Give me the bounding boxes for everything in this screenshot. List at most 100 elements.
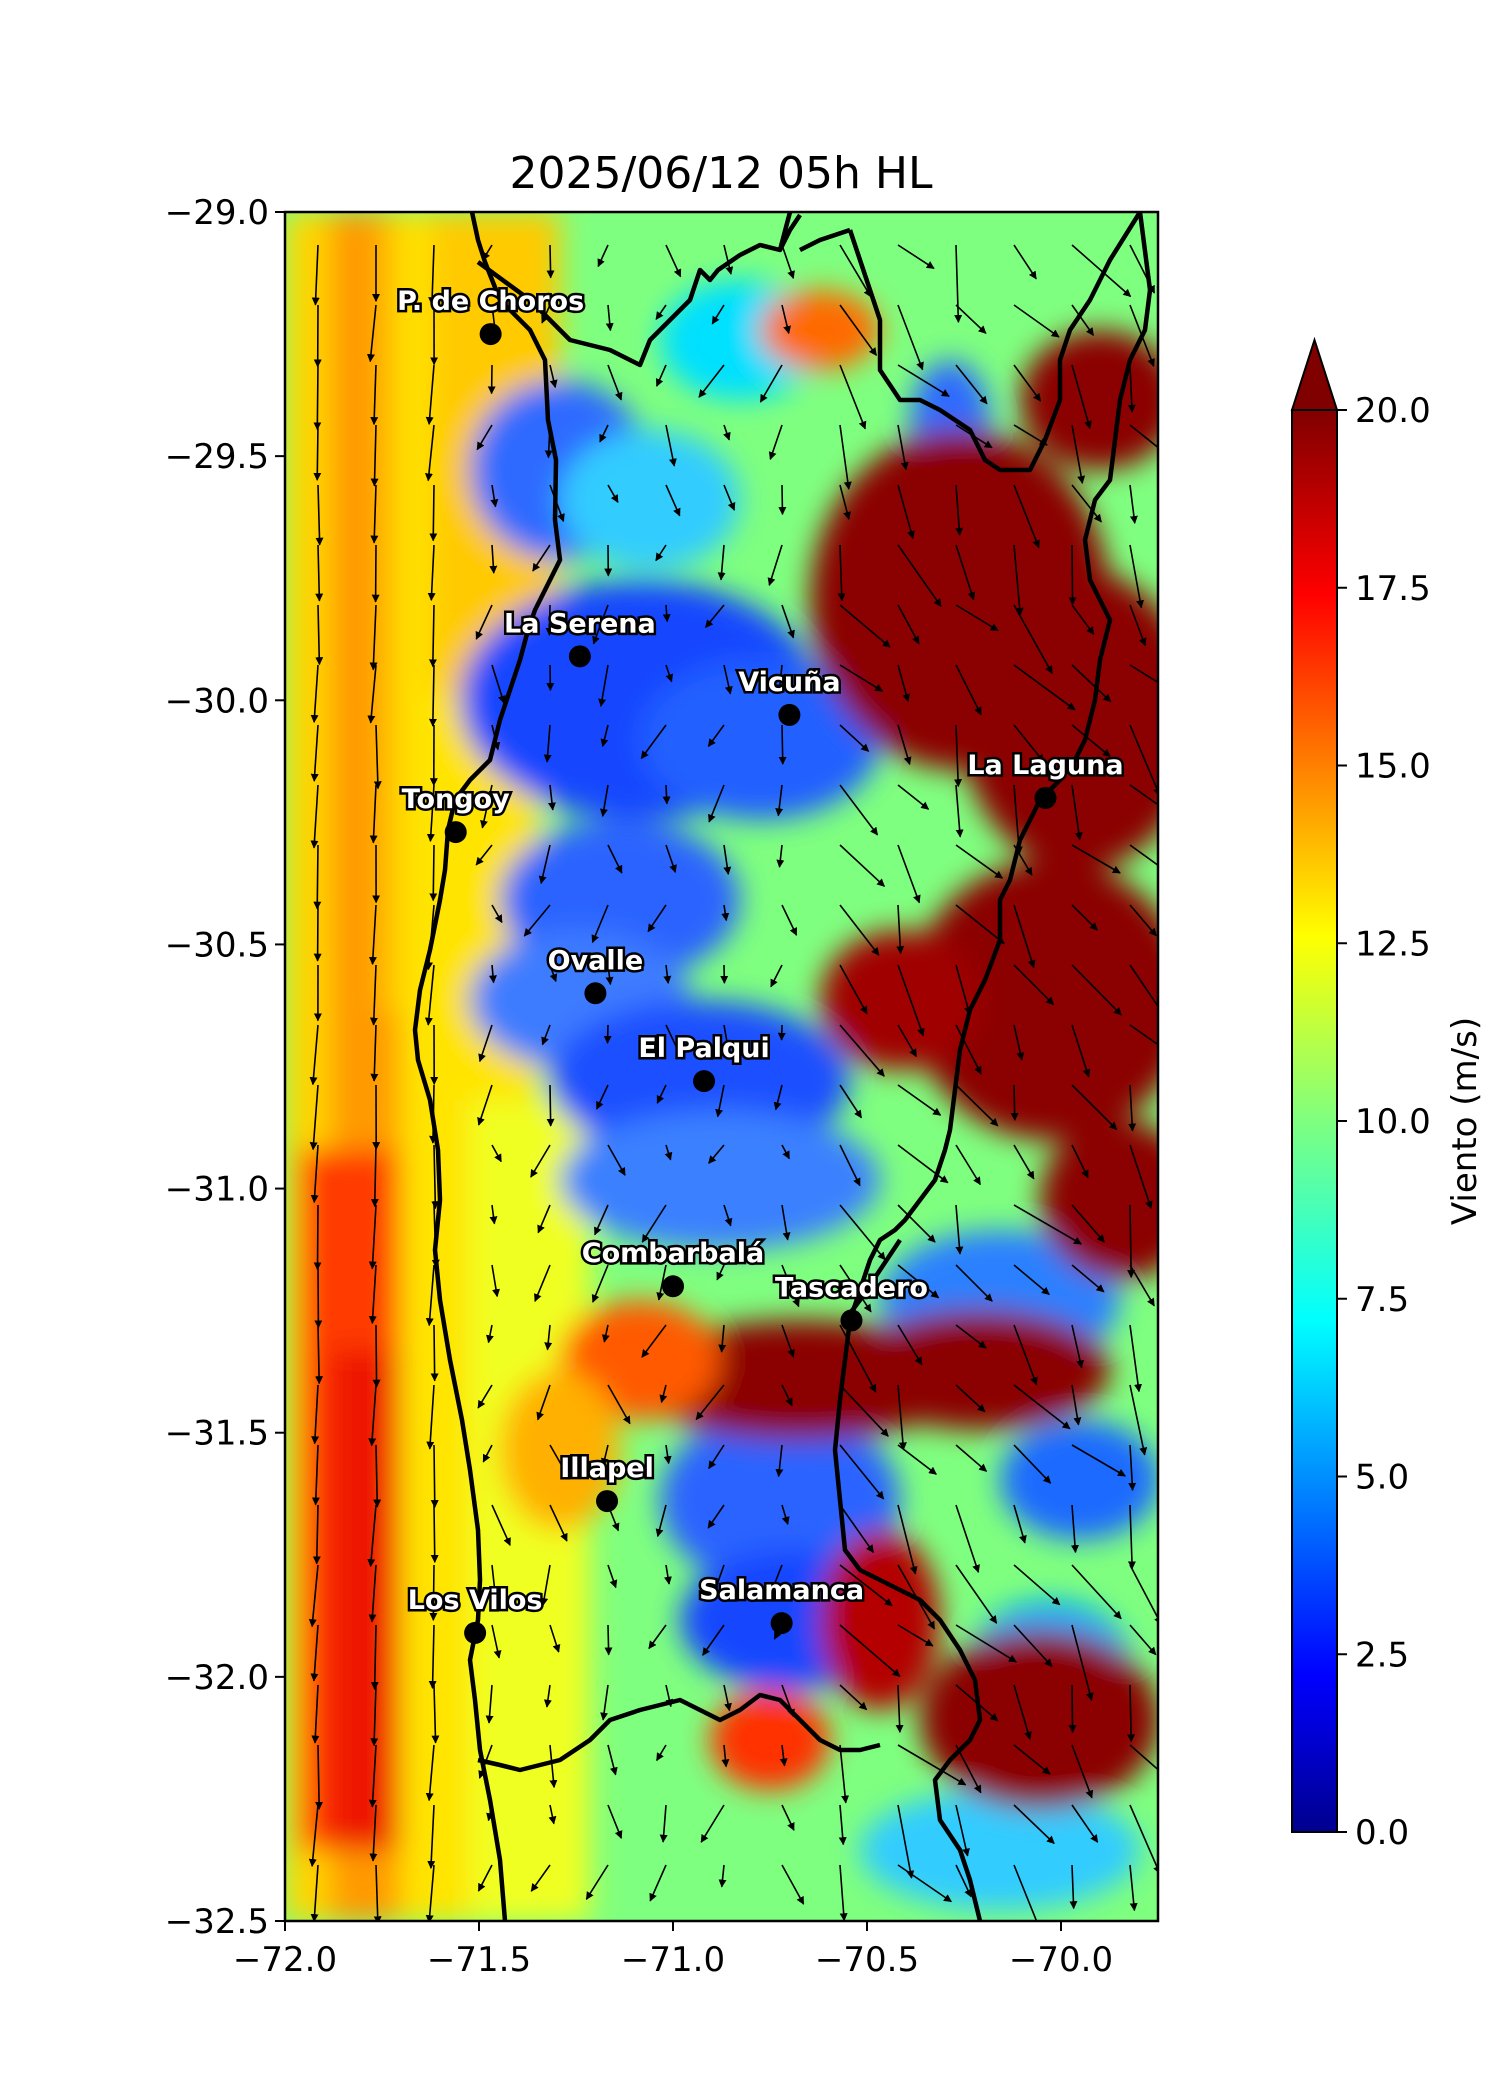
city-label: Tascadero <box>775 1272 928 1303</box>
wind-arrow <box>839 604 891 648</box>
wind-arrow <box>708 784 725 823</box>
wind-arrow <box>373 1864 382 1921</box>
wind-arrow <box>591 904 609 944</box>
wind-arrow <box>716 1264 725 1281</box>
wind-arrow <box>548 1804 557 1825</box>
wind-arrow <box>781 1264 800 1308</box>
wind-arrow <box>490 484 499 508</box>
city-marker <box>693 1070 716 1093</box>
wind-arrow <box>897 1744 967 1786</box>
wind-arrow <box>425 364 435 425</box>
wind-arrow <box>648 1624 667 1650</box>
wind-arrow <box>424 964 435 1026</box>
wind-arrow <box>1127 364 1136 413</box>
wind-arrow <box>665 1684 674 1708</box>
wind-arrow <box>711 1564 725 1599</box>
wind-arrow <box>1010 1084 1019 1121</box>
wind-arrow <box>897 1444 937 1475</box>
y-tick-label: −32.5 <box>165 1902 269 1942</box>
colorbar-extend-arrow <box>1290 336 1339 411</box>
colorbar-label: Viento (m/s) <box>1445 1017 1485 1225</box>
wind-arrow <box>607 1564 618 1589</box>
wind-arrow <box>781 1504 790 1525</box>
wind-arrow <box>425 1744 435 1802</box>
wind-arrow <box>1013 664 1076 711</box>
wind-arrow <box>1071 1564 1122 1620</box>
wind-arrow <box>541 304 551 324</box>
wind-arrow <box>766 1564 783 1602</box>
wind-arrow <box>723 844 732 875</box>
city-label: Tongoy <box>402 784 510 815</box>
wind-arrow <box>656 1084 667 1104</box>
wind-arrow <box>839 1264 872 1313</box>
city-label: La Serena <box>504 608 656 639</box>
wind-arrow <box>781 1324 795 1358</box>
city-marker <box>1034 786 1057 809</box>
x-tick-label: −72.0 <box>233 1940 337 1980</box>
wind-arrow <box>775 1444 784 1478</box>
wind-arrow <box>955 484 964 536</box>
wind-arrow <box>367 664 377 724</box>
wind-arrow <box>373 1444 382 1508</box>
wind-arrow <box>839 904 880 956</box>
wind-arrow <box>721 904 730 922</box>
wind-arrow <box>723 1684 732 1712</box>
wind-arrow <box>954 244 963 323</box>
wind-arrow <box>491 1504 511 1547</box>
wind-arrow <box>897 1804 915 1879</box>
wind-arrow <box>1071 1144 1089 1179</box>
wind-arrow <box>702 1624 725 1656</box>
wind-arrow <box>897 664 911 703</box>
wind-arrow <box>427 544 436 601</box>
wind-arrow <box>491 724 501 751</box>
colorbar-tick-label: 20.0 <box>1355 391 1431 431</box>
wind-arrow <box>1129 484 1138 524</box>
wind-arrow <box>1070 1504 1079 1554</box>
wind-arrow <box>309 1024 319 1086</box>
wind-arrow <box>310 1864 319 1921</box>
wind-arrow <box>477 1384 493 1409</box>
wind-arrow <box>489 544 498 574</box>
wind-arrow <box>486 1804 494 1822</box>
wind-arrow <box>1129 1384 1148 1456</box>
wind-arrow <box>665 424 677 467</box>
wind-arrow <box>1071 1204 1106 1243</box>
wind-arrow <box>1129 1564 1158 1625</box>
wind-arrow <box>897 424 909 471</box>
wind-arrow <box>489 1204 498 1225</box>
wind-arrow <box>1071 604 1095 635</box>
wind-arrow <box>839 1024 885 1077</box>
wind-arrow <box>723 484 736 511</box>
wind-arrow <box>665 244 682 278</box>
wind-arrow <box>659 1804 668 1843</box>
wind-arrow <box>897 364 950 397</box>
wind-arrow <box>723 664 733 695</box>
colorbar-gradient <box>1291 409 1338 1833</box>
wind-arrow <box>839 1504 875 1554</box>
wind-arrow <box>955 544 976 601</box>
wind-arrow <box>369 784 378 844</box>
wind-arrow <box>955 304 987 334</box>
wind-arrow <box>1013 1324 1038 1386</box>
wind-arrow <box>1071 1084 1118 1131</box>
wind-arrow <box>311 244 320 306</box>
wind-arrow <box>1013 244 1037 280</box>
wind-arrow <box>541 1024 551 1046</box>
wind-speed-field: P. de Choros La Serena Vicuña La Laguna Tong… <box>285 212 1158 1921</box>
wind-arrow <box>607 1144 626 1176</box>
wind-arrow <box>1071 364 1092 430</box>
wind-arrow <box>430 1444 439 1509</box>
wind-arrow <box>368 1384 377 1447</box>
wind-arrow <box>839 1444 885 1500</box>
wind-arrow <box>599 424 609 443</box>
wind-arrow <box>955 364 988 405</box>
wind-arrow <box>655 1504 667 1538</box>
wind-arrow <box>491 1264 500 1298</box>
wind-arrow <box>1129 784 1158 806</box>
wind-arrow <box>491 904 503 924</box>
wind-arrow <box>897 304 924 371</box>
wind-arrow <box>549 964 558 983</box>
wind-arrow <box>955 1444 988 1472</box>
wind-arrow <box>607 1384 631 1425</box>
wind-arrow <box>429 844 438 902</box>
